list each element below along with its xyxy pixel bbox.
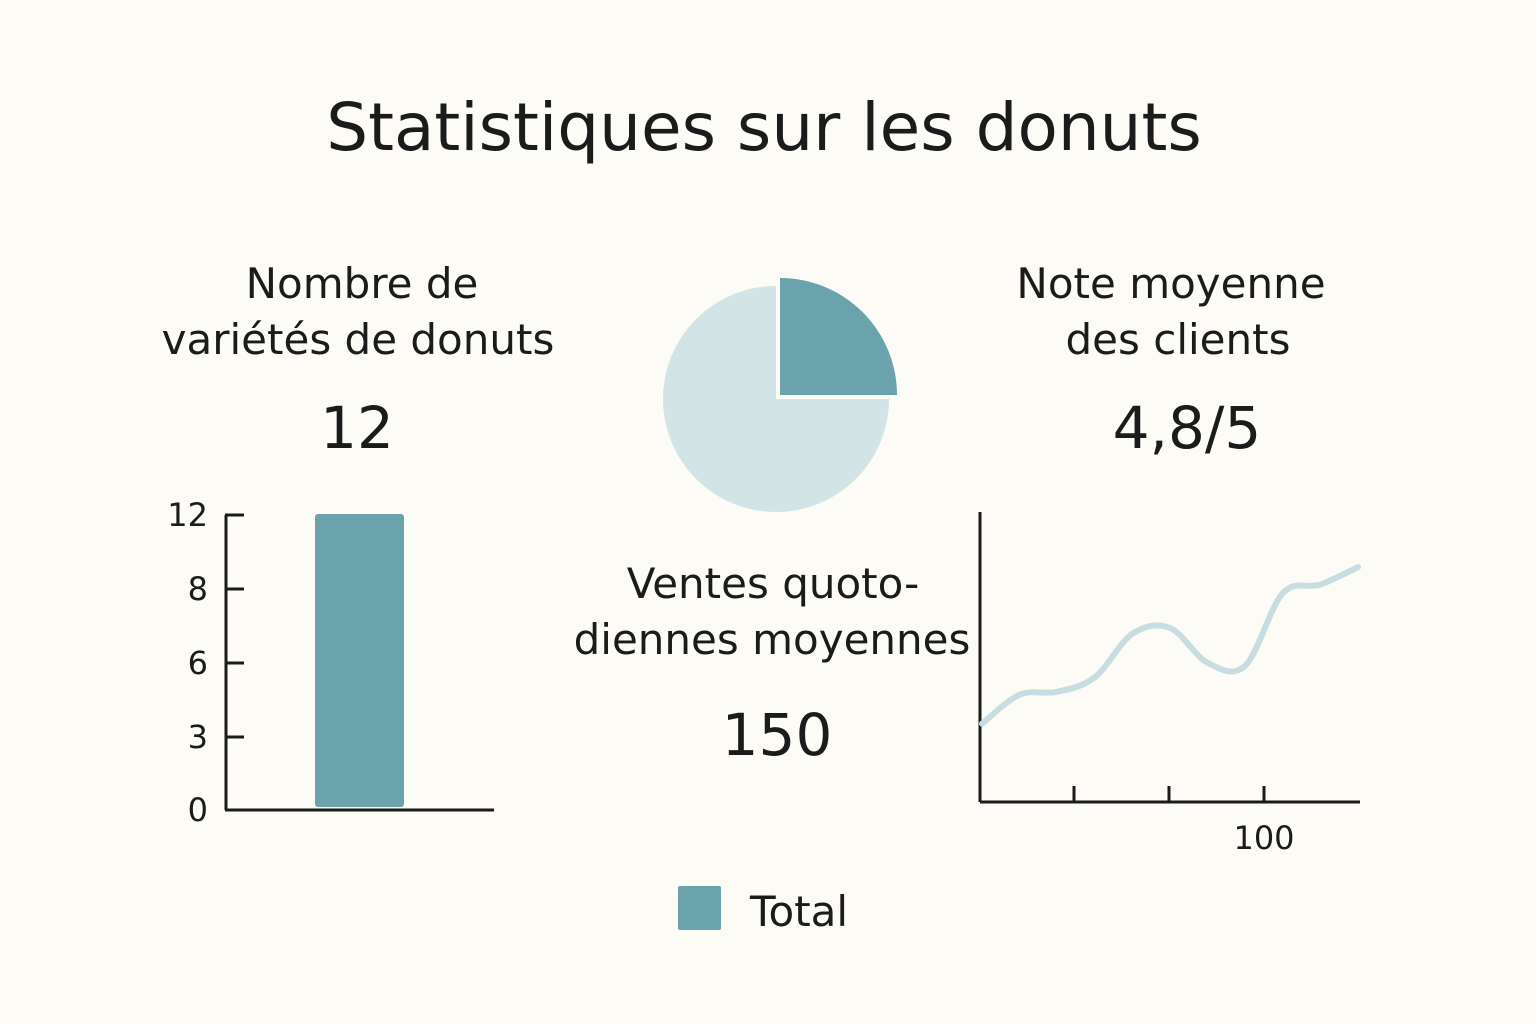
line-x-tick-label-100: 100 [1233, 819, 1294, 857]
stat-value-varieties: 12 [320, 394, 394, 462]
stat-value-sales: 150 [722, 701, 833, 769]
bar-chart: 0 3 6 8 12 [167, 496, 494, 829]
stat-label-rating-line2: des clients [1066, 315, 1291, 364]
bar-y-tick-label-8: 8 [188, 570, 208, 608]
stat-label-varieties-line2: variétés de donuts [162, 315, 555, 364]
pie-slice-rest [663, 286, 889, 512]
bar-y-tick-label-6: 6 [188, 644, 208, 682]
stat-label-varieties-line1: Nombre de [246, 259, 479, 308]
bar-y-tick-label-0: 0 [188, 791, 208, 829]
line-x-ticks: 100 [1072, 786, 1295, 857]
stat-label-sales-line2: diennes moyennes [574, 615, 971, 664]
line-chart: 100 [978, 512, 1361, 857]
bar-y-tick-label-3: 3 [188, 718, 208, 756]
legend-swatch-total [678, 886, 721, 930]
stat-value-rating: 4,8/5 [1113, 394, 1262, 462]
pie-chart [663, 278, 897, 512]
bar-y-tick-label-12: 12 [167, 496, 208, 534]
bar-total [315, 514, 404, 807]
line-series [979, 564, 1361, 727]
stat-label-rating-line1: Note moyenne [1016, 259, 1325, 308]
stat-label-sales-line1: Ventes quoto- [627, 559, 920, 608]
bar-marks [315, 514, 404, 807]
bar-y-ticks: 0 3 6 8 12 [167, 496, 244, 829]
pie-slice-highlight [780, 278, 897, 395]
legend-label-total: Total [749, 887, 848, 936]
chart-title: Statistiques sur les donuts [326, 89, 1202, 166]
legend: Total [678, 886, 848, 936]
